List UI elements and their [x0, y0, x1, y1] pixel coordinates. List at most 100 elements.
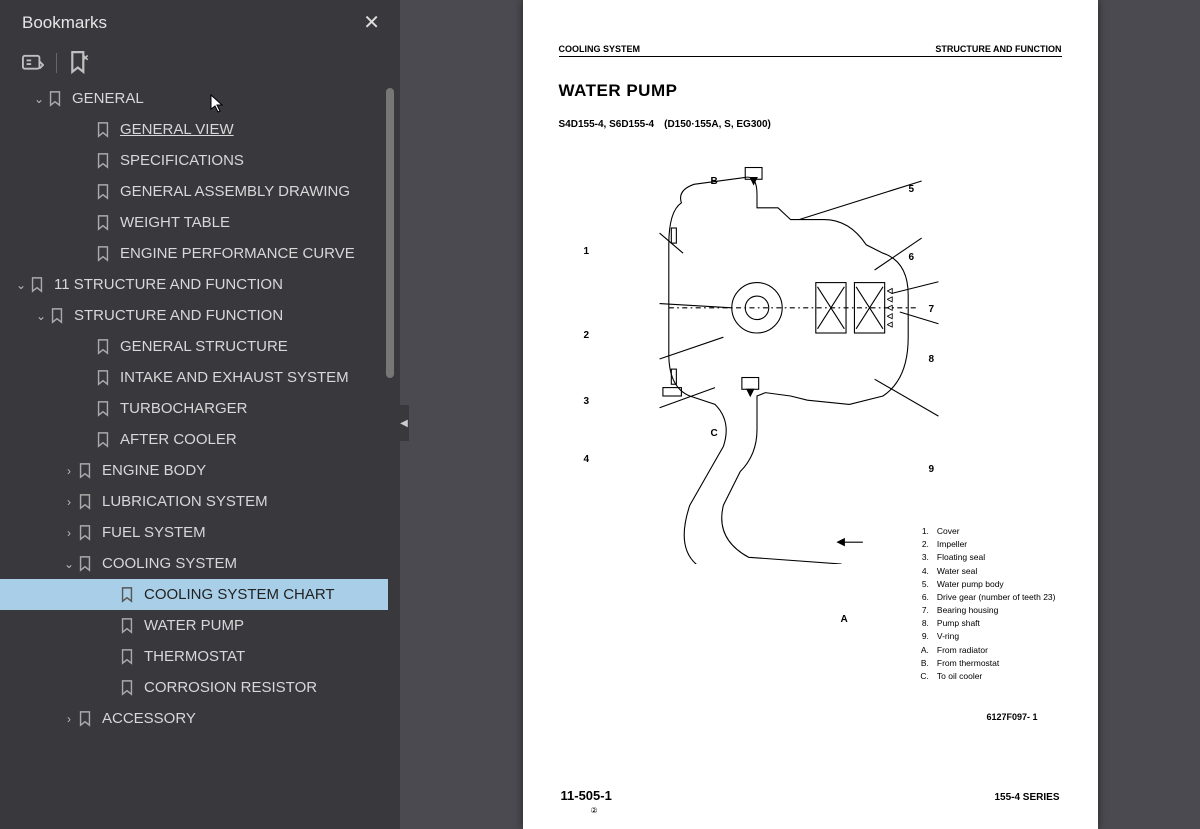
legend-num: 6.: [915, 591, 929, 604]
bookmark-sec11[interactable]: ⌄ 11 STRUCTURE AND FUNCTION: [0, 269, 388, 300]
bookmark-turbo[interactable]: TURBOCHARGER: [0, 393, 388, 424]
pdf-page: COOLING SYSTEM STRUCTURE AND FUNCTION WA…: [523, 0, 1098, 829]
bookmark-icon: [96, 432, 110, 448]
bookmark-icon: [78, 711, 92, 727]
legend-num: 5.: [915, 578, 929, 591]
document-viewer[interactable]: COOLING SYSTEM STRUCTURE AND FUNCTION WA…: [400, 0, 1200, 829]
bookmark-icon: [120, 587, 134, 603]
bookmark-icon: [120, 649, 134, 665]
page-number: 11-505-1: [561, 788, 612, 803]
callout-8: 8: [929, 354, 935, 365]
bookmarks-sidebar: Bookmarks ✕ ⌄ GENERAL GENERAL VIEW SPECIFIC…: [0, 0, 400, 829]
callout-7: 7: [929, 304, 935, 315]
legend-num: 1.: [915, 525, 929, 538]
bookmark-icon: [78, 463, 92, 479]
bookmark-label: ACCESSORY: [102, 710, 196, 727]
bookmark-general-view[interactable]: GENERAL VIEW: [0, 114, 388, 145]
bookmark-engine-body[interactable]: ›ENGINE BODY: [0, 455, 388, 486]
bookmark-general[interactable]: ⌄ GENERAL: [0, 83, 388, 114]
mouse-cursor: [210, 94, 226, 119]
bookmark-label: GENERAL: [72, 90, 144, 107]
callout-3: 3: [584, 396, 590, 407]
bookmark-thermostat[interactable]: THERMOSTAT: [0, 641, 388, 672]
bookmark-struct-fn[interactable]: ⌄STRUCTURE AND FUNCTION: [0, 300, 388, 331]
legend-num: 2.: [915, 538, 929, 551]
bookmark-icon: [78, 494, 92, 510]
bookmark-label: SPECIFICATIONS: [120, 152, 244, 169]
bookmark-label: THERMOSTAT: [144, 648, 245, 665]
bookmark-specifications[interactable]: SPECIFICATIONS: [0, 145, 388, 176]
legend-row: 4.Water seal: [915, 565, 1056, 578]
chevron-icon: ›: [62, 464, 76, 478]
bookmark-water-pump[interactable]: WATER PUMP: [0, 610, 388, 641]
chevron-icon: ⌄: [32, 92, 46, 106]
bookmark-accessory[interactable]: › ACCESSORY: [0, 703, 388, 734]
callout-5: 5: [909, 184, 915, 195]
bookmark-tree[interactable]: ⌄ GENERAL GENERAL VIEW SPECIFICATIONS GENERA…: [0, 83, 400, 829]
header-right: STRUCTURE AND FUNCTION: [935, 44, 1061, 54]
bookmark-icon: [96, 122, 110, 138]
bookmark-lube[interactable]: ›LUBRICATION SYSTEM: [0, 486, 388, 517]
bookmark-fuel[interactable]: ›FUEL SYSTEM: [0, 517, 388, 548]
bookmark-label: FUEL SYSTEM: [102, 524, 206, 541]
page-number-sub: ②: [591, 806, 598, 815]
bookmark-corrosion[interactable]: CORROSION RESISTOR: [0, 672, 388, 703]
sidebar-header: Bookmarks ✕: [0, 0, 400, 47]
legend-row: 6.Drive gear (number of teeth 23): [915, 591, 1056, 604]
bookmark-engine-perf[interactable]: ENGINE PERFORMANCE CURVE: [0, 238, 388, 269]
bookmark-label: WEIGHT TABLE: [120, 214, 230, 231]
close-icon[interactable]: ✕: [357, 8, 386, 37]
legend-text: Pump shaft: [937, 617, 980, 630]
outline-options-icon[interactable]: [22, 53, 44, 73]
bookmark-label: AFTER COOLER: [120, 431, 237, 448]
legend-row: 5. Water pump body: [915, 578, 1056, 591]
bookmark-label: GENERAL STRUCTURE: [120, 338, 288, 355]
page-header: COOLING SYSTEM STRUCTURE AND FUNCTION: [559, 44, 1062, 57]
sidebar-toolbar: [0, 47, 400, 83]
bookmark-label: STRUCTURE AND FUNCTION: [74, 307, 283, 324]
bookmark-icon: [96, 215, 110, 231]
bookmark-intake-exh[interactable]: INTAKE AND EXHAUST SYSTEM: [0, 362, 388, 393]
callout-1: 1: [584, 246, 590, 257]
legend-num: 7.: [915, 604, 929, 617]
bookmark-label: GENERAL VIEW: [120, 121, 234, 138]
legend-num: C.: [915, 670, 929, 683]
legend-text: To oil cooler: [937, 670, 982, 683]
collapse-handle-icon[interactable]: ◀: [399, 405, 409, 441]
bookmark-label: COOLING SYSTEM: [102, 555, 237, 572]
legend-text: Impeller: [937, 538, 967, 551]
bookmark-label: COOLING SYSTEM CHART: [144, 586, 335, 603]
bookmark-label: GENERAL ASSEMBLY DRAWING: [120, 183, 350, 200]
tree-scrollbar[interactable]: [386, 88, 394, 378]
legend-text: From radiator: [937, 644, 988, 657]
callout-2: 2: [584, 330, 590, 341]
bookmark-icon: [96, 339, 110, 355]
callout-9: 9: [929, 464, 935, 475]
header-left: COOLING SYSTEM: [559, 44, 641, 54]
legend-num: 4.: [915, 565, 929, 578]
legend-row: B.From thermostat: [915, 657, 1056, 670]
bookmark-icon: [96, 370, 110, 386]
technical-diagram: 123456789BCA: [559, 144, 1039, 564]
bookmark-cooling[interactable]: ⌄COOLING SYSTEM: [0, 548, 388, 579]
legend-text: V-ring: [937, 630, 959, 643]
bookmark-icon: [48, 91, 62, 107]
bookmark-general-assembly[interactable]: GENERAL ASSEMBLY DRAWING: [0, 176, 388, 207]
bookmark-weight-table[interactable]: WEIGHT TABLE: [0, 207, 388, 238]
legend-num: 3.: [915, 551, 929, 564]
callout-4: 4: [584, 454, 590, 465]
bookmark-gen-struct[interactable]: GENERAL STRUCTURE: [0, 331, 388, 362]
bookmark-label: 11 STRUCTURE AND FUNCTION: [54, 276, 283, 293]
chevron-icon: ⌄: [14, 278, 28, 292]
legend-num: 9.: [915, 630, 929, 643]
bookmark-label: TURBOCHARGER: [120, 400, 248, 417]
chevron-icon: ›: [62, 712, 76, 726]
figure-code: 6127F097- 1: [986, 712, 1037, 722]
legend-text: Water pump body: [937, 578, 1004, 591]
legend-text: Cover: [937, 525, 960, 538]
bookmark-after-cooler[interactable]: AFTER COOLER: [0, 424, 388, 455]
bookmark-icon: [50, 308, 64, 324]
bookmark-tool-icon[interactable]: [69, 53, 91, 73]
legend-num: B.: [915, 657, 929, 670]
bookmark-cooling-chart[interactable]: COOLING SYSTEM CHART: [0, 579, 388, 610]
